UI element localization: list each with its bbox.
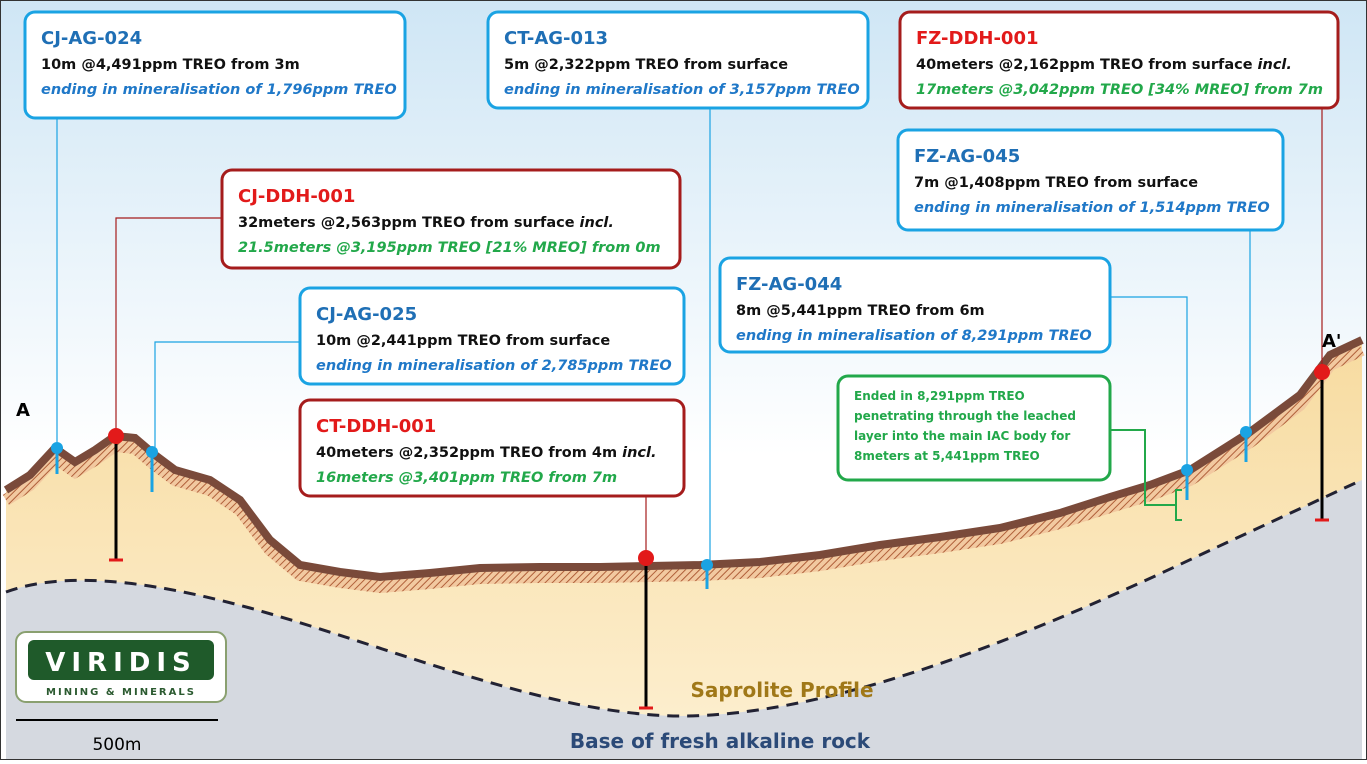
intercept-main: 40meters @2,162ppm TREO from surface [916, 57, 1253, 73]
collar [1314, 364, 1330, 380]
collar [146, 446, 158, 458]
intercept: 10m @2,441ppm TREO from surface [316, 333, 610, 349]
intercept-incl: incl. [1258, 57, 1292, 73]
intercept: 8m @5,441ppm TREO from 6m [736, 303, 985, 319]
logo-tagline: MINING & MINERALS [46, 687, 196, 698]
hole-id: CJ-AG-025 [316, 304, 417, 325]
intercept-main: 10m @2,441ppm TREO from surface [316, 333, 610, 349]
included-interval: 21.5meters @3,195ppm TREO [21% MREO] fro… [238, 240, 661, 256]
intercept-main: 7m @1,408ppm TREO from surface [914, 175, 1198, 191]
ending-grade: ending in mineralisation of 2,785ppm TRE… [316, 358, 672, 374]
section-end: A' [1322, 331, 1341, 352]
collar [701, 559, 713, 571]
hole-id: CJ-DDH-001 [238, 186, 355, 207]
logo: VIRIDIS MINING & MINERALS [16, 632, 226, 702]
intercept-incl: incl. [580, 215, 614, 231]
ending-grade: ending in mineralisation of 1,514ppm TRE… [914, 200, 1270, 216]
included-interval: 16meters @3,401ppm TREO from 7m [316, 470, 617, 486]
intercept: 32meters @2,563ppm TREO from surface incl… [238, 215, 614, 231]
collar [1240, 426, 1252, 438]
saprolite-label: Saprolite Profile [690, 678, 873, 702]
note-line: penetrating through the leached [854, 409, 1076, 423]
note-line: 8meters at 5,441ppm TREO [854, 449, 1040, 463]
hole-id: CJ-AG-024 [41, 28, 142, 49]
logo-name: VIRIDIS [45, 648, 196, 678]
hole-id: CT-AG-013 [504, 28, 608, 49]
hole-id: FZ-DDH-001 [916, 28, 1039, 49]
note-line: layer into the main IAC body for [854, 429, 1070, 443]
intercept: 7m @1,408ppm TREO from surface [914, 175, 1198, 191]
base-label: Base of fresh alkaline rock [570, 729, 871, 753]
intercept-main: 8m @5,441ppm TREO from 6m [736, 303, 985, 319]
note-line: Ended in 8,291ppm TREO [854, 389, 1025, 403]
hole-id: FZ-AG-044 [736, 274, 842, 295]
hole-id: CT-DDH-001 [316, 416, 436, 437]
collar [1181, 464, 1193, 476]
ending-grade: ending in mineralisation of 3,157ppm TRE… [504, 82, 860, 98]
intercept-main: 10m @4,491ppm TREO from 3m [41, 57, 300, 73]
collar [638, 550, 654, 566]
intercept-main: 40meters @2,352ppm TREO from 4m [316, 445, 617, 461]
intercept: 10m @4,491ppm TREO from 3m [41, 57, 300, 73]
ending-grade: ending in mineralisation of 8,291ppm TRE… [736, 328, 1092, 344]
section-start: A [16, 400, 30, 421]
cross-section: CJ-AG-024 10m @4,491ppm TREO from 3m endin… [0, 0, 1367, 760]
scale-label: 500m [92, 735, 141, 755]
intercept: 40meters @2,352ppm TREO from 4m incl. [316, 445, 656, 461]
collar [108, 428, 124, 444]
collar [51, 442, 63, 454]
intercept-incl: incl. [622, 445, 656, 461]
ending-grade: ending in mineralisation of 1,796ppm TRE… [41, 82, 397, 98]
intercept-main: 5m @2,322ppm TREO from surface [504, 57, 788, 73]
intercept: 5m @2,322ppm TREO from surface [504, 57, 788, 73]
included-interval: 17meters @3,042ppm TREO [34% MREO] from … [916, 82, 1323, 98]
intercept: 40meters @2,162ppm TREO from surface incl… [916, 57, 1292, 73]
hole-id: FZ-AG-045 [914, 146, 1020, 167]
intercept-main: 32meters @2,563ppm TREO from surface [238, 215, 575, 231]
